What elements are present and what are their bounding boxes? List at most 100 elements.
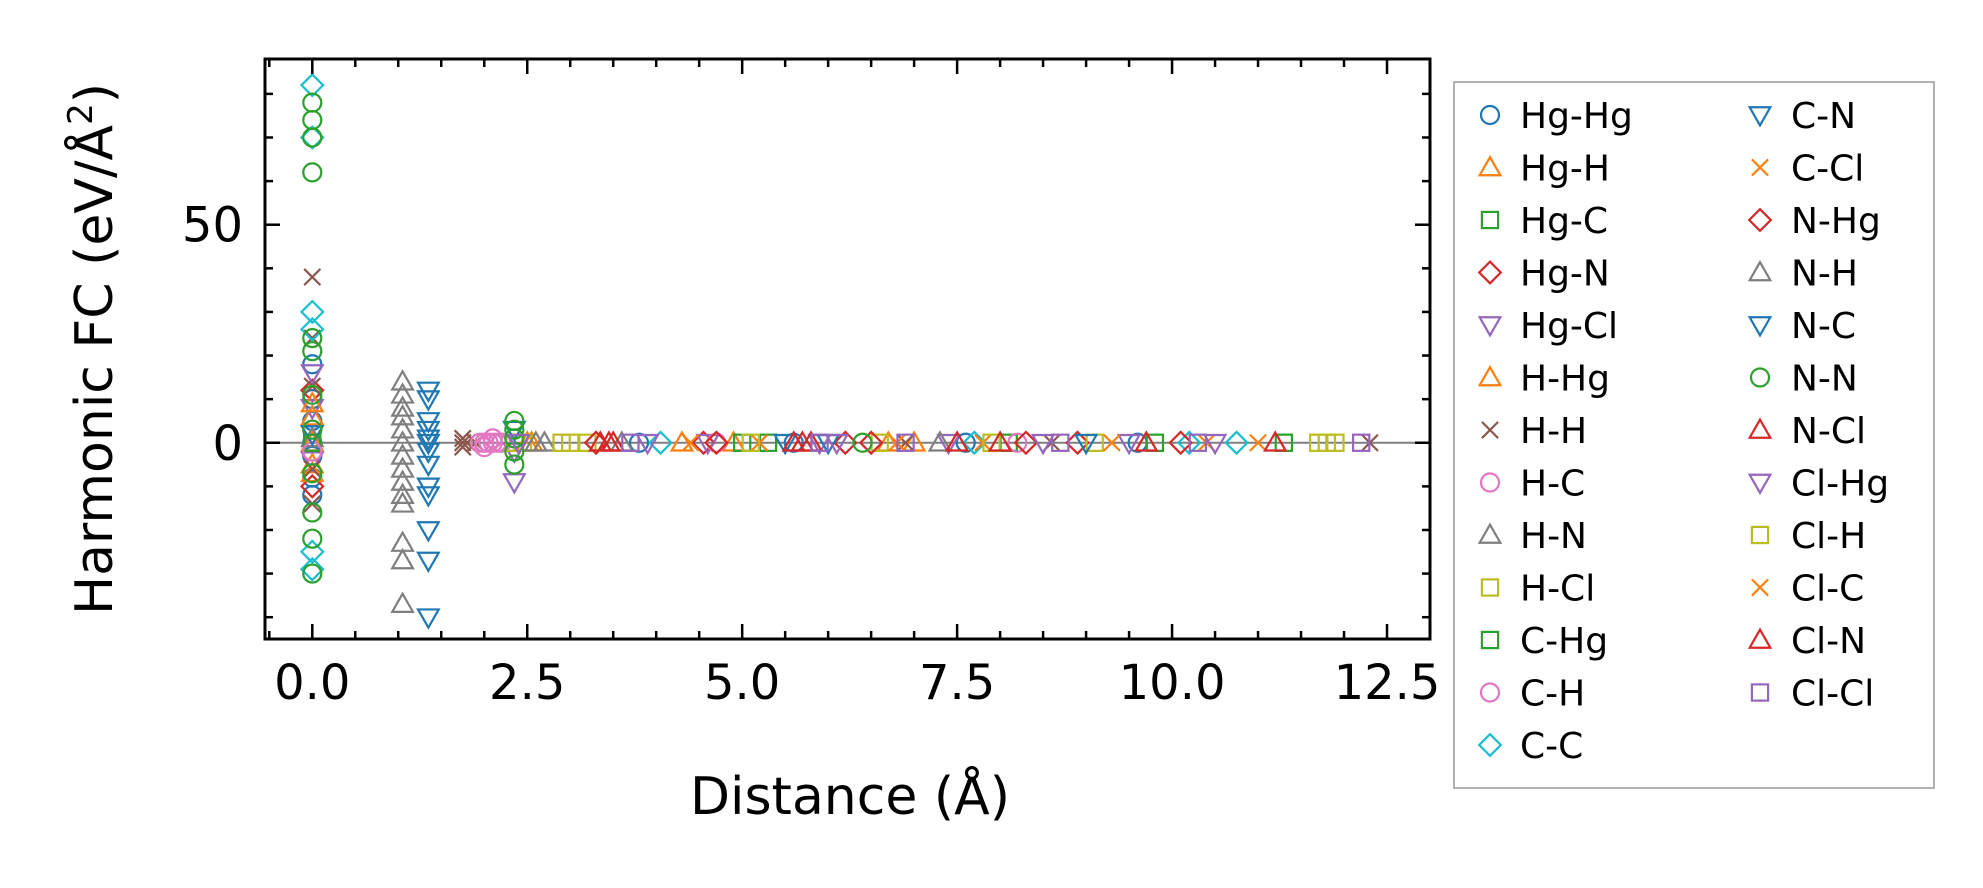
legend-item-h-n: H-N: [1477, 516, 1587, 557]
legend-label: Cl-H: [1791, 516, 1866, 557]
data-point-cl-c: [681, 433, 700, 452]
legend-marker-n-c: [1747, 316, 1773, 338]
legend-item-c-n: C-N: [1747, 96, 1856, 137]
legend-marker-cl-n: [1747, 627, 1773, 649]
legend-marker-n-h: [1747, 259, 1773, 282]
legend-item-n-cl: N-Cl: [1747, 411, 1866, 452]
x-axis-label: Distance (Å): [690, 765, 1010, 827]
data-point-n-n: [504, 419, 525, 440]
x-tick-label: 7.5: [919, 655, 995, 711]
x-tick-label: 0.0: [274, 655, 350, 711]
legend-item-n-h: N-H: [1747, 254, 1858, 295]
legend-marker-h-cl: [1480, 578, 1500, 597]
ticks-layer: 0.0 2.5 5.0 7.5 10.0 12.5 0 50: [182, 59, 1440, 711]
legend-item-cl-cl: Cl-Cl: [1750, 674, 1874, 715]
legend-marker-cl-cl: [1750, 683, 1770, 702]
data-point-cl-h: [1317, 433, 1337, 452]
data-point-n-n: [302, 563, 323, 584]
data-point-cl-hg: [635, 433, 660, 456]
legend-label: N-H: [1791, 254, 1858, 295]
data-point-cl-n: [596, 430, 622, 452]
legend-label: N-N: [1791, 359, 1858, 400]
legend-item-h-hg: H-Hg: [1477, 359, 1610, 400]
axes-frame: [263, 57, 1432, 641]
legend-label: Hg-H: [1520, 149, 1610, 190]
legend-label: C-H: [1520, 674, 1585, 715]
legend-label: H-C: [1520, 464, 1585, 505]
legend-item-c-cl: C-Cl: [1751, 149, 1864, 190]
series-n-n: [302, 92, 873, 584]
series-cl-cl: [621, 433, 1371, 452]
legend-label: N-C: [1791, 306, 1856, 347]
data-point-h-c: [482, 428, 503, 449]
data-point-h-n: [390, 404, 415, 426]
legend-item-hg-h: Hg-H: [1477, 149, 1610, 190]
data-point-hg-cl: [936, 433, 961, 456]
data-point-n-n: [302, 463, 323, 484]
legend-item-hg-n: Hg-N: [1477, 254, 1610, 295]
data-point-cl-c: [1249, 433, 1267, 452]
legend-label: H-Hg: [1520, 359, 1610, 400]
data-point-n-c: [1073, 433, 1099, 456]
data-point-n-n: [852, 432, 873, 453]
y-axis-label-base: Harmonic FC (eV/Å: [63, 124, 125, 615]
legend-marker-c-n: [1747, 106, 1773, 128]
data-point-cl-cl: [1051, 433, 1070, 452]
legend-marker-cl-hg: [1747, 473, 1773, 496]
data-point-cl-c: [1103, 433, 1121, 452]
data-point-c-n: [416, 442, 441, 465]
legend-label: Cl-Hg: [1791, 464, 1889, 505]
legend-marker-n-hg: [1747, 207, 1773, 233]
data-point-hg-n: [299, 474, 325, 499]
series-cl-n: [596, 430, 1288, 452]
legend-label: Hg-C: [1520, 201, 1608, 242]
data-point-n-n: [302, 502, 323, 523]
data-point-h-hg: [669, 430, 695, 452]
data-point-n-h: [927, 430, 953, 452]
data-point-c-hg: [303, 433, 322, 452]
data-point-hg-cl: [300, 399, 325, 421]
data-point-c-c: [299, 556, 325, 582]
legend-marker-n-cl: [1747, 417, 1773, 439]
series-layer: [265, 72, 1430, 630]
series-n-cl: [588, 430, 1159, 452]
y-tick-label: 50: [182, 198, 243, 254]
legend-marker-h-h: [1481, 421, 1499, 439]
data-point-hg-n: [299, 378, 325, 403]
x-tick-label: 5.0: [704, 655, 780, 711]
legend-label: H-Cl: [1520, 569, 1595, 610]
data-point-n-hg: [1013, 430, 1039, 456]
data-point-cl-h: [561, 433, 580, 452]
legend-item-h-cl: H-Cl: [1480, 569, 1595, 610]
legend-label: Cl-Cl: [1791, 674, 1874, 715]
legend-item-cl-hg: Cl-Hg: [1747, 464, 1889, 505]
data-point-n-n: [504, 441, 525, 462]
data-point-h-n: [390, 482, 415, 504]
data-point-c-c: [648, 430, 673, 456]
legend-label: Hg-Cl: [1520, 306, 1618, 347]
data-point-hg-cl: [695, 433, 721, 456]
data-point-n-cl: [944, 430, 970, 452]
data-point-h-n: [390, 395, 415, 417]
data-point-hg-cl: [300, 364, 325, 386]
data-point-n-c: [300, 425, 325, 447]
legend-label: Hg-N: [1520, 254, 1610, 295]
data-point-n-c: [772, 433, 798, 456]
legend-label: H-N: [1520, 516, 1587, 557]
legend-marker-hg-n: [1477, 260, 1503, 285]
data-point-c-h: [1007, 432, 1028, 453]
data-point-h-n: [390, 591, 415, 613]
data-point-h-h: [303, 268, 322, 286]
data-point-h-n: [390, 369, 415, 391]
data-point-n-n: [302, 162, 323, 183]
data-point-cl-h: [741, 433, 760, 452]
data-point-cl-n: [790, 430, 815, 452]
legend-marker-cl-c: [1751, 578, 1769, 597]
data-point-hg-hg: [955, 432, 976, 453]
data-point-h-hg: [300, 460, 325, 483]
data-point-cl-cl: [621, 433, 640, 452]
legend-item-cl-n: Cl-N: [1747, 621, 1866, 662]
legend-item-n-c: N-C: [1747, 306, 1856, 347]
data-point-n-n: [302, 419, 323, 440]
